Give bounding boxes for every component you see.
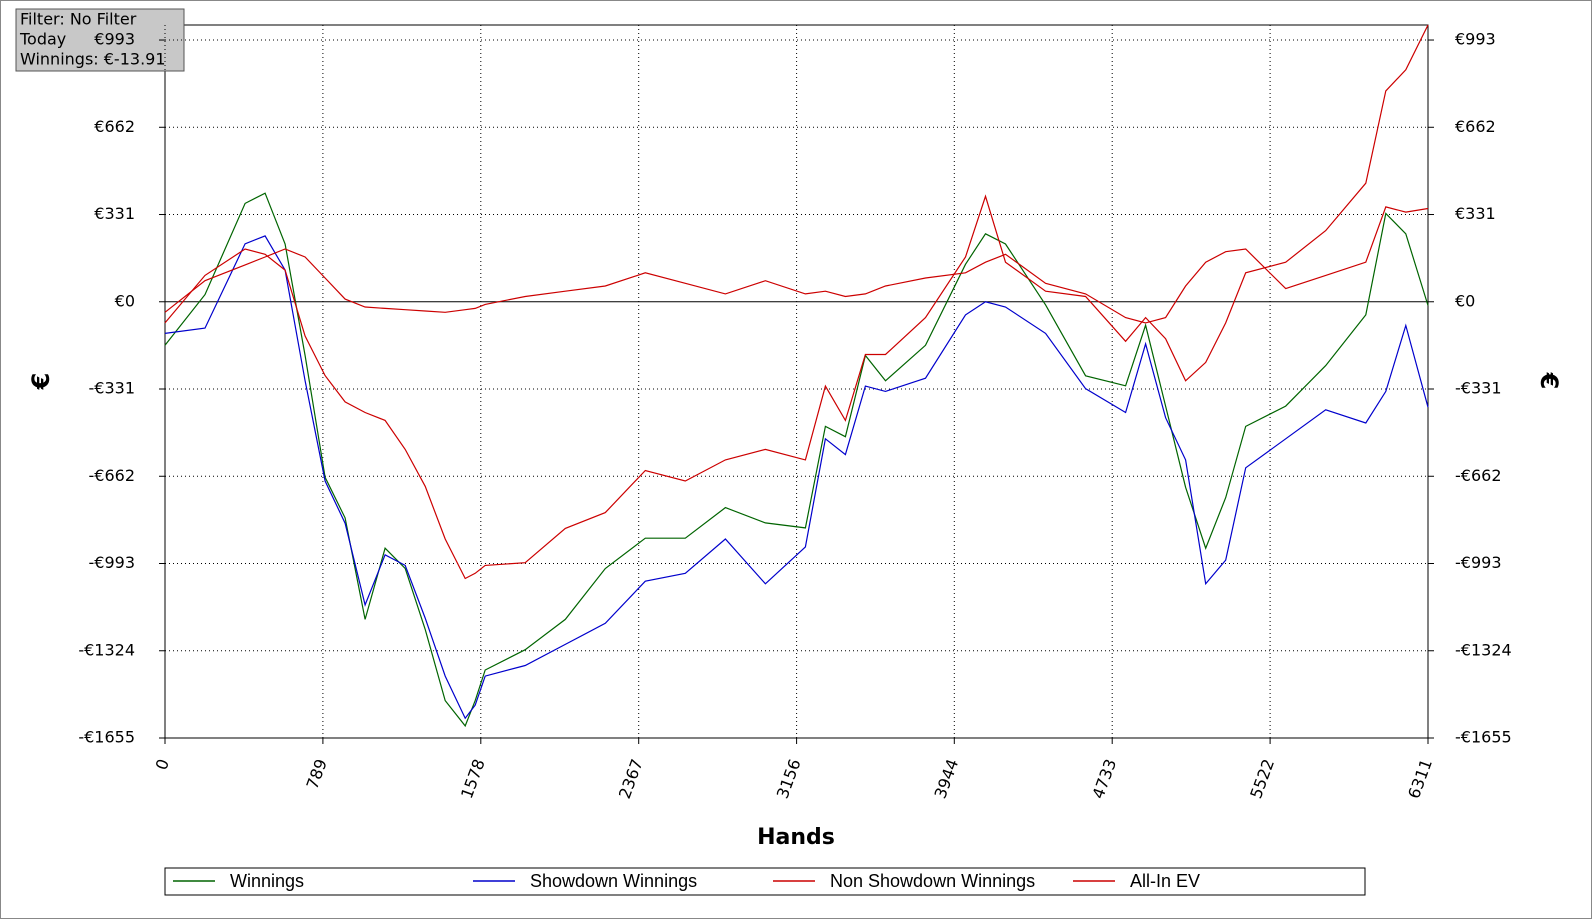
y2-tick-label: -€331 — [1455, 379, 1502, 398]
annotation: Winnings: €-13.91 — [20, 50, 166, 69]
y-tick-label: €331 — [94, 204, 135, 223]
legend — [164, 867, 1366, 896]
y-tick-label: €0 — [115, 291, 135, 310]
annotation: Filter: No Filter — [20, 10, 137, 29]
series-line — [164, 235, 1429, 720]
y2-tick-label: €993 — [1455, 30, 1496, 49]
legend-label: Non Showdown Winnings — [830, 871, 1035, 891]
y-tick-label: -€331 — [89, 379, 136, 398]
series-line — [164, 192, 1429, 728]
y-tick-label: -€993 — [89, 553, 136, 572]
y2-tick-label: -€662 — [1455, 466, 1502, 485]
y-axis-label: € — [27, 373, 55, 391]
y2-tick-label: -€1324 — [1455, 640, 1512, 659]
info-box — [15, 8, 185, 72]
legend-label: All-In EV — [1130, 871, 1200, 891]
y-tick-label: -€1324 — [78, 640, 135, 659]
annotation: Today — [19, 30, 66, 49]
y-tick-label: €662 — [94, 117, 135, 136]
y2-tick-label: €331 — [1455, 204, 1496, 223]
legend-label: Showdown Winnings — [530, 871, 697, 891]
series-line — [164, 24, 1429, 580]
y-tick-label: €993 — [94, 30, 135, 49]
y2-tick-label: -€993 — [1455, 553, 1502, 572]
x-axis-label: Hands — [757, 825, 835, 850]
series-line — [164, 206, 1429, 324]
y2-tick-label: -€1655 — [1455, 728, 1512, 747]
legend-label: Winnings — [230, 871, 304, 891]
y2-tick-label: €0 — [1455, 291, 1475, 310]
y-tick-label: -€1655 — [78, 728, 135, 747]
y2-axis-label: € — [1535, 372, 1563, 390]
y-tick-label: -€662 — [89, 466, 136, 485]
y2-tick-label: €662 — [1455, 117, 1496, 136]
